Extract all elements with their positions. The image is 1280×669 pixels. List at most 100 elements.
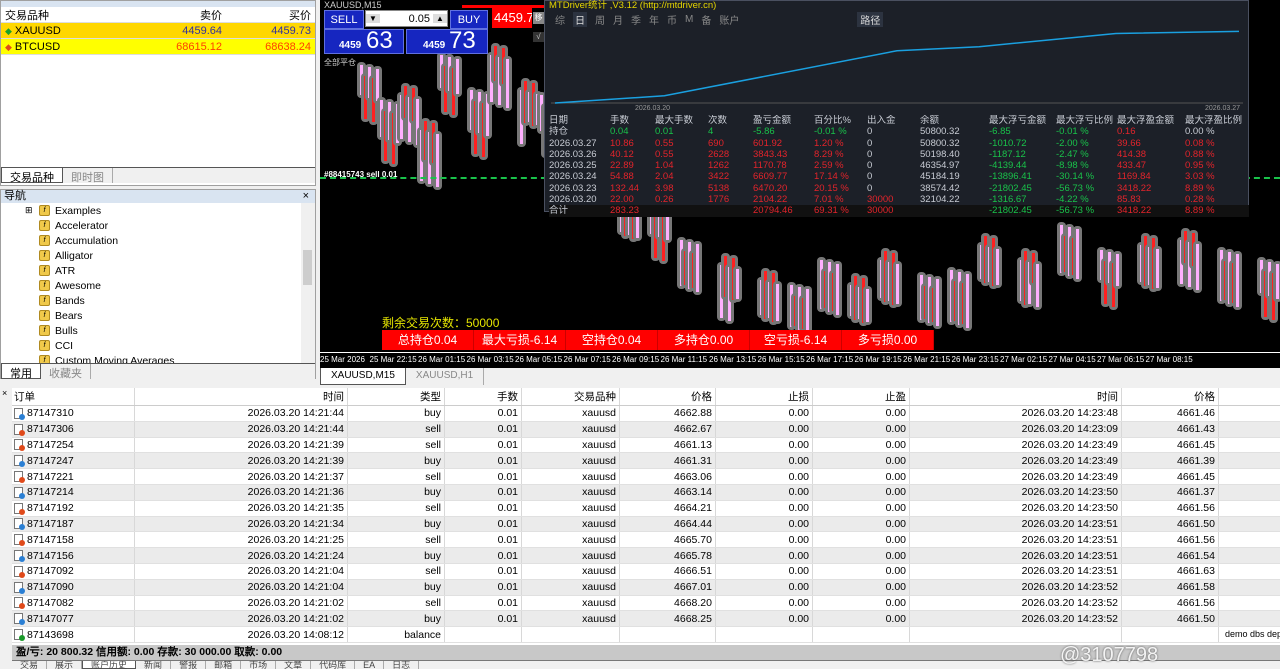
lot-stepper[interactable]: ▼ 0.05 ▲ (365, 10, 448, 27)
column-header[interactable]: 订单 (12, 388, 135, 405)
stats-cell: -6.85 (989, 126, 1011, 138)
stats-tab[interactable]: 备 (701, 16, 712, 27)
terminal-tab[interactable]: 代码库 (311, 661, 356, 669)
increase-icon[interactable]: ▲ (433, 14, 447, 23)
table-row[interactable]: 87147254 2026.03.20 14:21:39 sell 0.01 xauus… (12, 437, 1280, 454)
column-header[interactable]: 时间 (910, 388, 1122, 405)
table-cell: xauusd (522, 516, 620, 532)
market-watch-row[interactable]: ◆ XAUUSD 4459.64 4459.73 (1, 23, 315, 39)
navigator-item[interactable]: f Bears (1, 308, 301, 323)
column-header[interactable]: 价格 (620, 388, 716, 405)
navigator-item[interactable]: ⊞ f Examples (1, 203, 301, 218)
buy-price[interactable]: 4459 73 (406, 29, 488, 54)
table-row[interactable]: 87147192 2026.03.20 14:21:35 sell 0.01 xauus… (12, 500, 1280, 517)
table-row[interactable]: 87143698 2026.03.20 14:08:12 balance (12, 627, 1280, 643)
navigator-item[interactable]: f ATR (1, 263, 301, 278)
table-row[interactable]: 87147214 2026.03.20 14:21:36 buy 0.01 xauusd… (12, 484, 1280, 501)
terminal-tab[interactable]: 邮箱 (206, 661, 242, 669)
stats-tab[interactable]: 综 (555, 16, 565, 27)
navigator-item[interactable]: f Bulls (1, 323, 301, 338)
stats-tab[interactable]: M (685, 14, 694, 25)
stats-tab[interactable]: 周 (595, 16, 605, 27)
decrease-icon[interactable]: ▼ (366, 14, 380, 23)
stats-tab[interactable]: 季 (631, 16, 641, 27)
market-watch-row[interactable]: ◆ BTCUSD 68615.12 68638.24 (1, 39, 315, 55)
navigator-item[interactable]: f Custom Moving Averages (1, 353, 301, 363)
terminal-tab[interactable]: EA (355, 661, 385, 669)
stats-tab[interactable]: 月 (613, 16, 623, 27)
stats-cell: 50198.40 (920, 148, 960, 160)
close-icon[interactable]: × (302, 190, 309, 202)
stats-tab[interactable]: 年 (649, 16, 659, 27)
col-ask[interactable]: 买价 (289, 9, 311, 22)
cell-text: 2026.03.20 14:23:48 (1021, 407, 1118, 420)
terminal-tab[interactable]: 新闻 (136, 661, 172, 669)
navigator-item[interactable]: f Accumulation (1, 233, 301, 248)
stats-cell: 2026.03.27 (549, 137, 597, 149)
navigator-item[interactable]: f CCI (1, 338, 301, 353)
column-header[interactable]: 价格 (1122, 388, 1219, 405)
tab-favorites[interactable]: 收藏夹 (41, 364, 91, 380)
column-header[interactable]: 手数 (445, 388, 522, 405)
expand-icon[interactable]: ⊞ (25, 205, 33, 215)
navigator-item[interactable]: f Accelerator (1, 218, 301, 233)
navigator-item[interactable]: f Awesome (1, 278, 301, 293)
stats-cell: 0.00 % (1185, 126, 1215, 138)
navigator-scrollbar[interactable] (303, 250, 312, 285)
table-row[interactable]: 87147158 2026.03.20 14:21:25 sell 0.01 xauus… (12, 532, 1280, 549)
table-row[interactable]: 87147077 2026.03.20 14:21:02 buy 0.01 xauusd… (12, 611, 1280, 628)
sell-price[interactable]: 4459 63 (324, 29, 404, 54)
candle (376, 69, 379, 101)
terminal-tab[interactable]: 日志 (384, 661, 420, 669)
stats-tab[interactable]: 币 (667, 16, 677, 27)
cell-text: 0.01 (497, 612, 518, 625)
table-cell: 2026.03.20 14:21:39 (135, 437, 348, 453)
table-row[interactable]: 87147306 2026.03.20 14:21:44 sell 0.01 xauus… (12, 421, 1280, 438)
table-row[interactable]: 87147247 2026.03.20 14:21:39 buy 0.01 xauusd… (12, 453, 1280, 470)
table-row[interactable]: 87147092 2026.03.20 14:21:04 sell 0.01 xauus… (12, 563, 1280, 580)
tab-common[interactable]: 常用 (1, 364, 41, 380)
cell-text: 0.01 (497, 407, 518, 420)
col-bid[interactable]: 卖价 (200, 9, 222, 22)
table-row[interactable]: 87147187 2026.03.20 14:21:34 buy 0.01 xauusd… (12, 516, 1280, 533)
buy-button[interactable]: BUY (450, 10, 488, 29)
sell-button[interactable]: SELL (324, 10, 364, 29)
time-tick: 26 Mar 19:15 (854, 355, 902, 364)
indicator-icon: f (39, 250, 50, 261)
table-row[interactable]: 87147090 2026.03.20 14:21:04 buy 0.01 xauusd… (12, 579, 1280, 596)
navigator-item[interactable]: f Alligator (1, 248, 301, 263)
col-symbol[interactable]: 交易品种 (5, 9, 49, 22)
tab-tick-chart[interactable]: 即时图 (63, 168, 113, 184)
close-icon[interactable]: × (0, 388, 12, 660)
table-row[interactable]: 87147156 2026.03.20 14:21:24 buy 0.01 xauusd… (12, 548, 1280, 564)
check-button[interactable]: √ (533, 32, 544, 42)
move-button[interactable]: 移 (533, 12, 544, 24)
table-row[interactable]: 87147082 2026.03.20 14:21:02 sell 0.01 xauus… (12, 595, 1280, 612)
terminal-tab[interactable]: 展示 (47, 661, 83, 669)
terminal-tab[interactable]: 交易 (12, 661, 48, 669)
terminal-tab[interactable]: 警报 (171, 661, 207, 669)
terminal-tab[interactable]: 市场 (241, 661, 277, 669)
stats-cell: 日期 (549, 115, 569, 126)
table-cell: 2026.03.20 14:23:50 (910, 484, 1122, 500)
column-header[interactable]: 时间 (135, 388, 348, 405)
column-header[interactable]: 交易品种 (522, 388, 620, 405)
tab-xauusd-m15[interactable]: XAUUSD,M15 (320, 368, 406, 385)
navigator-item[interactable]: f Bands (1, 293, 301, 308)
path-button[interactable]: 路径 (857, 12, 884, 27)
table-row[interactable]: 87147221 2026.03.20 14:21:37 sell 0.01 xauus… (12, 469, 1280, 485)
terminal-tab[interactable]: 文章 (276, 661, 312, 669)
stats-tab[interactable]: 日 (573, 12, 587, 27)
column-header[interactable]: 止损 (716, 388, 813, 405)
column-header[interactable]: 止盈 (813, 388, 910, 405)
lot-input[interactable]: 0.05 (408, 12, 430, 25)
terminal-tab[interactable]: 账户历史 (82, 661, 137, 669)
stats-tab[interactable]: 账户 (719, 16, 740, 27)
tab-xauusd-h1[interactable]: XAUUSD,H1 (406, 368, 485, 385)
stats-table: 日期 手数 最大手数 次数 盈亏金额 百分比% 出入金 余额 最大浮亏金额 最大浮亏比例 最大浮盈金… (549, 115, 1249, 217)
tab-symbols[interactable]: 交易品种 (1, 168, 63, 184)
cell-text: buy (424, 581, 441, 594)
table-row[interactable]: 87147310 2026.03.20 14:21:44 buy 0.01 xauusd… (12, 406, 1280, 422)
close-all-label[interactable]: 全部平仓 (324, 58, 356, 67)
column-header[interactable]: 类型 (348, 388, 445, 405)
